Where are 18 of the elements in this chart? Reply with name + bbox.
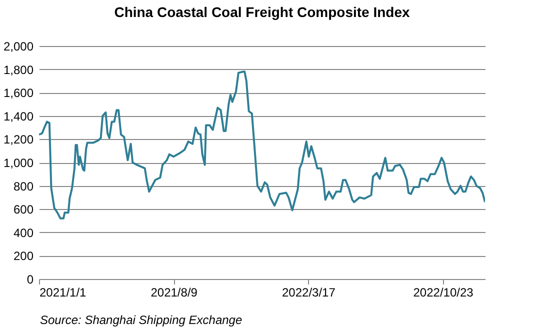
source-note: Source: Shanghai Shipping Exchange bbox=[40, 313, 242, 327]
y-tick-label: 1,600 bbox=[3, 86, 34, 100]
y-tick-label: 800 bbox=[13, 179, 34, 194]
y-tick-label: 400 bbox=[13, 226, 34, 240]
y-tick-label: 1,800 bbox=[3, 62, 34, 77]
x-tick-label: 2022/3/17 bbox=[282, 286, 336, 300]
line-series bbox=[39, 70, 485, 220]
chart-title: China Coastal Coal Freight Composite Index bbox=[114, 4, 410, 20]
y-tick-label: 600 bbox=[13, 202, 34, 217]
x-tick-label: 2021/1/1 bbox=[40, 286, 87, 300]
x-tick-label: 2021/8/9 bbox=[150, 286, 198, 300]
x-tick-label: 2022/10/23 bbox=[413, 286, 474, 300]
y-tick-label: 1,400 bbox=[3, 109, 34, 124]
y-tick-label: 2,000 bbox=[3, 40, 34, 54]
y-tick-label: 1,000 bbox=[3, 156, 34, 170]
y-tick-label: 200 bbox=[13, 249, 34, 264]
y-tick-label: 0 bbox=[26, 272, 34, 286]
y-tick-label: 1,200 bbox=[3, 132, 34, 147]
